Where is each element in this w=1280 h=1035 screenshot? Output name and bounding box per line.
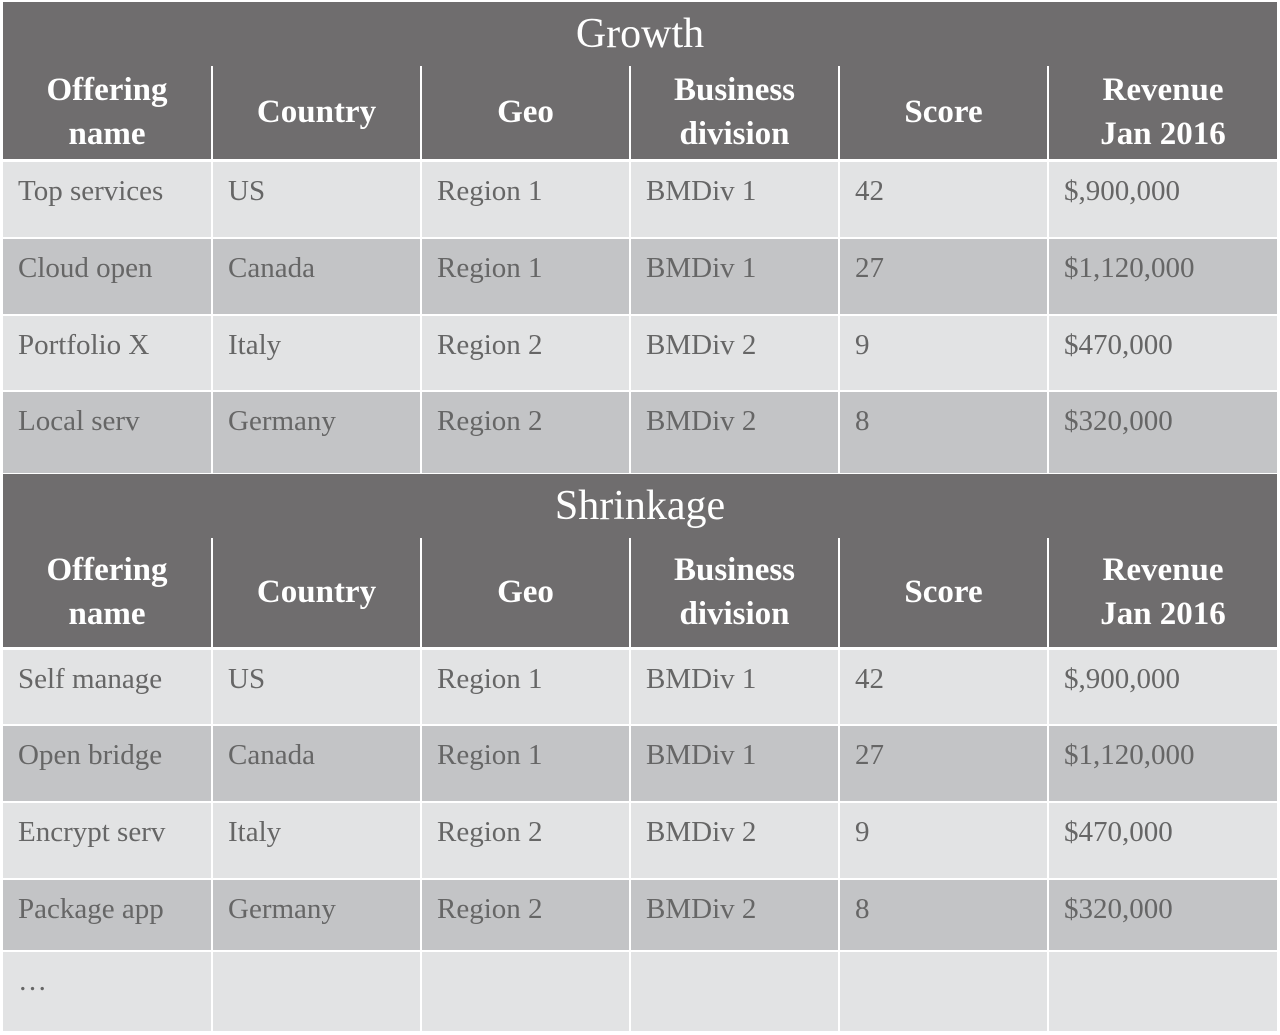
table-cell: $320,000 — [1047, 390, 1277, 473]
table-cell: Canada — [211, 237, 421, 315]
table-cell: Region 1 — [420, 646, 630, 725]
table-cell: … — [3, 950, 212, 1031]
table-cell: 27 — [838, 724, 1048, 802]
table-cell: 8 — [838, 390, 1048, 473]
growth-title: Growth — [3, 2, 1277, 66]
table-cell: Self manage — [3, 646, 212, 725]
table-cell: 42 — [838, 646, 1048, 725]
header-business-division: Business division — [629, 538, 839, 648]
table-cell: BMDiv 2 — [629, 801, 839, 879]
table-cell: Italy — [211, 314, 421, 391]
table-cell: Region 2 — [420, 878, 630, 951]
table-cell — [838, 950, 1048, 1031]
table-cell: 9 — [838, 314, 1048, 391]
table-cell: 27 — [838, 237, 1048, 315]
table-cell: Cloud open — [3, 237, 212, 315]
table-cell: BMDiv 1 — [629, 646, 839, 725]
table-cell: BMDiv 2 — [629, 314, 839, 391]
table-cell: Germany — [211, 390, 421, 473]
table-cell: Portfolio X — [3, 314, 212, 391]
header-offering-name: Offering name — [3, 66, 212, 160]
growth-section: Growth Offering name Country Geo Business… — [3, 2, 1277, 473]
table-cell: Region 2 — [420, 314, 630, 391]
table-cell: BMDiv 1 — [629, 158, 839, 238]
table-row: Self manage US Region 1 BMDiv 1 42 $,900… — [3, 646, 1277, 725]
table-row: Open bridge Canada Region 1 BMDiv 1 27 $… — [3, 724, 1277, 802]
table-cell: 42 — [838, 158, 1048, 238]
table-cell: Germany — [211, 878, 421, 951]
table-cell: Package app — [3, 878, 212, 951]
table-row: Top services US Region 1 BMDiv 1 42 $,90… — [3, 158, 1277, 238]
table-cell: Local serv — [3, 390, 212, 473]
table-cell: BMDiv 2 — [629, 390, 839, 473]
table-cell: Canada — [211, 724, 421, 802]
table-cell: Region 2 — [420, 801, 630, 879]
table-row: Package app Germany Region 2 BMDiv 2 8 $… — [3, 878, 1277, 951]
table-cell: BMDiv 1 — [629, 237, 839, 315]
table-cell: Region 1 — [420, 237, 630, 315]
table-cell: Open bridge — [3, 724, 212, 802]
header-country: Country — [211, 538, 421, 648]
table-cell: 9 — [838, 801, 1048, 879]
table-cell — [629, 950, 839, 1031]
table-cell: $470,000 — [1047, 801, 1277, 879]
table-cell: $1,120,000 — [1047, 237, 1277, 315]
header-score: Score — [838, 66, 1048, 160]
header-country: Country — [211, 66, 421, 160]
header-geo: Geo — [420, 538, 630, 648]
table-cell: BMDiv 2 — [629, 878, 839, 951]
table-cell — [420, 950, 630, 1031]
table-cell: $320,000 — [1047, 878, 1277, 951]
table-cell: US — [211, 158, 421, 238]
table-cell: Italy — [211, 801, 421, 879]
table-cell: Top services — [3, 158, 212, 238]
table-row: Encrypt serv Italy Region 2 BMDiv 2 9 $4… — [3, 801, 1277, 879]
table-cell: 8 — [838, 878, 1048, 951]
table-row: Cloud open Canada Region 1 BMDiv 1 27 $1… — [3, 237, 1277, 315]
table-cell: US — [211, 646, 421, 725]
growth-header-row: Offering name Country Geo Business divisio… — [3, 66, 1277, 160]
table-row: Local serv Germany Region 2 BMDiv 2 8 $3… — [3, 390, 1277, 473]
growth-table: Offering name Country Geo Business divisio… — [3, 66, 1277, 473]
table-cell: Encrypt serv — [3, 801, 212, 879]
table-cell: $,900,000 — [1047, 158, 1277, 238]
shrinkage-header-row: Offering name Country Geo Business divisio… — [3, 538, 1277, 648]
header-revenue: Revenue Jan 2016 — [1047, 66, 1277, 160]
table-cell — [211, 950, 421, 1031]
table-cell: BMDiv 1 — [629, 724, 839, 802]
header-business-division: Business division — [629, 66, 839, 160]
shrinkage-table: Offering name Country Geo Business divisio… — [3, 538, 1277, 1031]
header-geo: Geo — [420, 66, 630, 160]
header-score: Score — [838, 538, 1048, 648]
shrinkage-title: Shrinkage — [3, 474, 1277, 538]
table-cell: $1,120,000 — [1047, 724, 1277, 802]
table-cell: Region 2 — [420, 390, 630, 473]
table-cell: Region 1 — [420, 158, 630, 238]
table-row: Portfolio X Italy Region 2 BMDiv 2 9 $47… — [3, 314, 1277, 391]
shrinkage-section: Shrinkage Offering name Country Geo Busin… — [3, 474, 1277, 1031]
table-cell: Region 1 — [420, 724, 630, 802]
table-row: … — [3, 950, 1277, 1031]
table-cell: $470,000 — [1047, 314, 1277, 391]
table-cell — [1047, 950, 1277, 1031]
table-cell: $,900,000 — [1047, 646, 1277, 725]
header-revenue: Revenue Jan 2016 — [1047, 538, 1277, 648]
header-offering-name: Offering name — [3, 538, 212, 648]
